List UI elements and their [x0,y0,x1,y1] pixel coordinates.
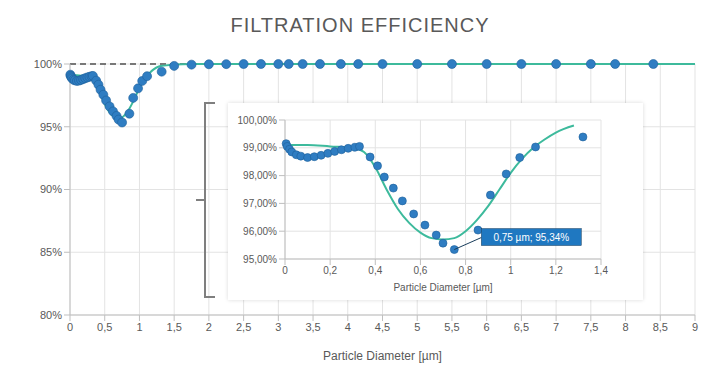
html-text:FILTRATION EFFICIENCY: FILTRATION EFFICIENCY [230,14,490,36]
svg-text:1,4: 1,4 [594,265,608,276]
svg-text:1: 1 [136,321,142,333]
svg-text:7: 7 [553,321,559,333]
svg-text:0,4: 0,4 [368,265,382,276]
svg-text:100,00%: 100,00% [238,115,278,126]
svg-text:5: 5 [414,321,420,333]
svg-text:99,00%: 99,00% [243,142,277,153]
svg-text:7,5: 7,5 [583,321,598,333]
svg-text:0,2: 0,2 [323,265,337,276]
svg-text:9: 9 [692,321,698,333]
svg-text:6: 6 [484,321,490,333]
svg-text:95%: 95% [40,121,62,133]
svg-text:8,5: 8,5 [653,321,668,333]
svg-text:1,2: 1,2 [549,265,563,276]
svg-text:Particle Diameter [µm]: Particle Diameter [µm] [393,282,492,293]
svg-text:90%: 90% [40,183,62,195]
svg-text:85%: 85% [40,246,62,258]
svg-text:96,00%: 96,00% [243,226,277,237]
svg-text:0: 0 [282,265,288,276]
svg-text:2,5: 2,5 [236,321,251,333]
svg-text:1: 1 [508,265,514,276]
svg-text:Particle Diameter [µm]: Particle Diameter [µm] [323,349,442,363]
svg-text:0: 0 [67,321,73,333]
svg-text:97,00%: 97,00% [243,198,277,209]
svg-text:5,5: 5,5 [444,321,459,333]
svg-text:2: 2 [206,321,212,333]
svg-text:4: 4 [345,321,351,333]
svg-text:0,8: 0,8 [459,265,473,276]
svg-text:100%: 100% [34,58,62,70]
svg-text:80%: 80% [40,309,62,321]
svg-text:0,75 µm; 95,34%: 0,75 µm; 95,34% [493,232,569,243]
svg-text:1,5: 1,5 [167,321,182,333]
svg-text:0,6: 0,6 [413,265,427,276]
svg-text:98,00%: 98,00% [243,170,277,181]
svg-text:8: 8 [622,321,628,333]
svg-text:6,5: 6,5 [514,321,529,333]
svg-text:95,00%: 95,00% [243,254,277,265]
svg-text:4,5: 4,5 [375,321,390,333]
svg-text:3,5: 3,5 [305,321,320,333]
svg-text:0,5: 0,5 [97,321,112,333]
svg-text:3: 3 [275,321,281,333]
